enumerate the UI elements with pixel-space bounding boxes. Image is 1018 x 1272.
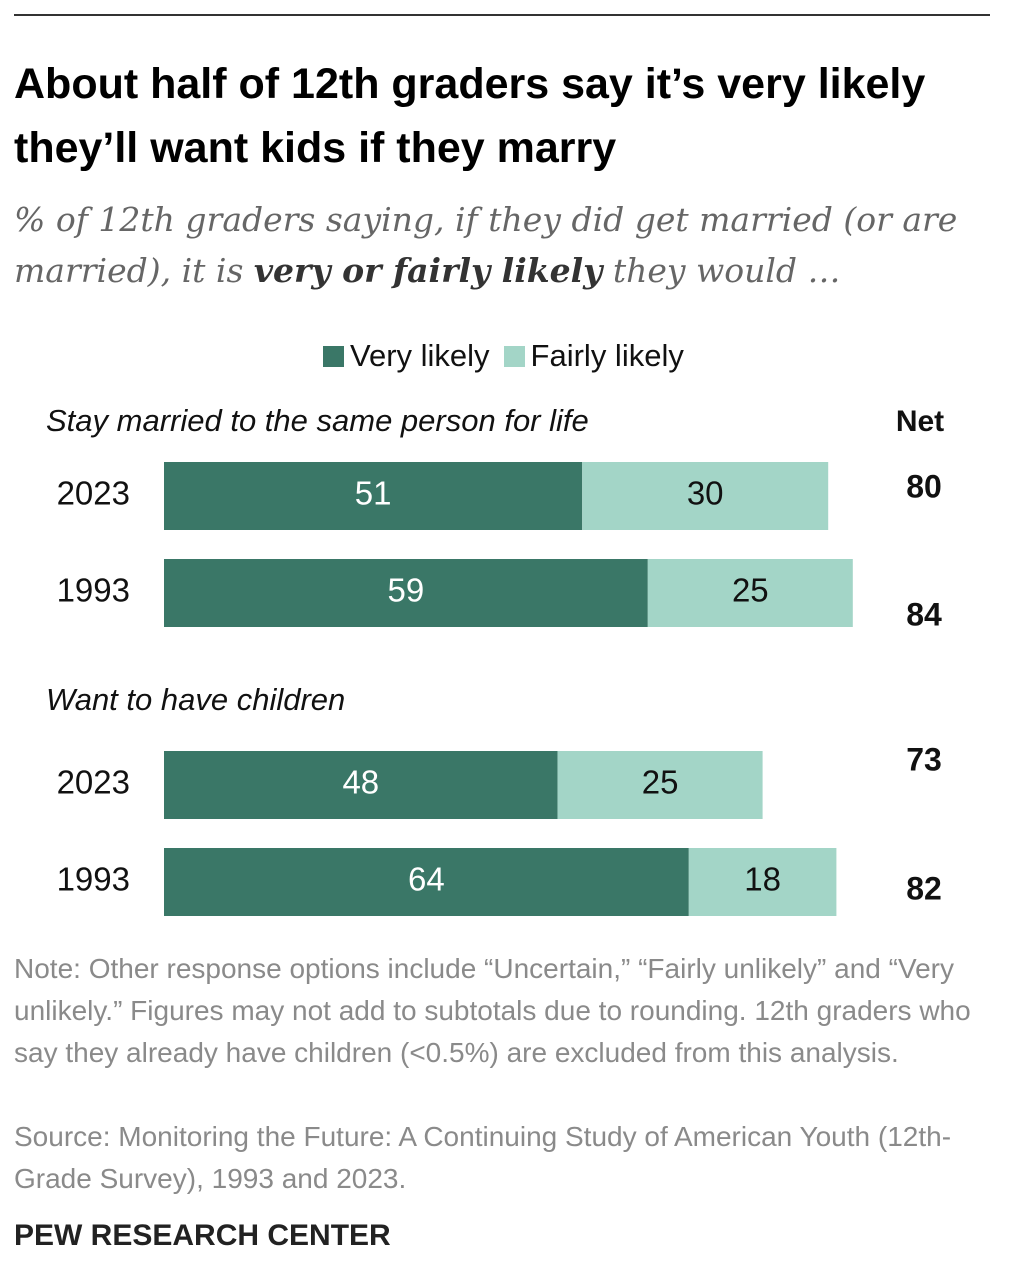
year-label: 2023 xyxy=(57,475,130,512)
year-label: 1993 xyxy=(57,861,130,898)
subtitle-text-end: they would … xyxy=(602,251,841,290)
chart-source: Source: Monitoring the Future: A Continu… xyxy=(14,1121,952,1194)
legend: Very likely Fairly likely xyxy=(323,338,698,374)
value-label-fairly: 25 xyxy=(642,764,679,801)
value-label-very: 64 xyxy=(408,861,445,898)
value-label-fairly: 30 xyxy=(687,475,724,512)
brand-logo-text: PEW RESEARCH CENTER xyxy=(14,1219,391,1252)
bar-fairly-likely xyxy=(557,751,763,819)
legend-swatch-fairly xyxy=(503,345,525,367)
chart-note: Note: Other response options include “Un… xyxy=(14,953,971,1068)
bar-fairly-likely xyxy=(688,848,837,916)
value-label-fairly: 25 xyxy=(732,572,769,609)
bar-very-likely xyxy=(164,751,558,819)
value-label-very: 59 xyxy=(388,572,425,609)
bar-fairly-likely xyxy=(582,462,829,530)
legend-label-fairly: Fairly likely xyxy=(530,338,684,373)
value-label-fairly: 18 xyxy=(744,861,781,898)
subtitle-text: % of 12th graders saying, if they did ge… xyxy=(14,200,958,290)
subtitle-emphasis: very or fairly likely xyxy=(253,251,603,290)
net-header: Net xyxy=(896,405,944,438)
bar-very-likely xyxy=(164,848,689,916)
bar-very-likely xyxy=(164,559,648,627)
net-value: 84 xyxy=(906,596,942,632)
legend-swatch-very xyxy=(323,345,344,367)
stacked-bar-chart: Net Stay married to the same person for l… xyxy=(46,403,944,916)
value-label-very: 51 xyxy=(355,475,392,512)
group-label: Want to have children xyxy=(46,682,345,717)
year-label: 2023 xyxy=(57,764,130,801)
bar-very-likely xyxy=(164,462,583,530)
legend-item-fairly: Fairly likely xyxy=(503,338,684,374)
net-value: 80 xyxy=(906,468,942,504)
legend-label-very: Very likely xyxy=(350,338,490,373)
chart-title: About half of 12th graders say it’s very… xyxy=(14,60,926,172)
legend-item-very: Very likely xyxy=(323,338,490,374)
top-rule xyxy=(14,14,990,16)
year-label: 1993 xyxy=(57,572,130,609)
net-value: 82 xyxy=(906,870,942,906)
value-label-very: 48 xyxy=(342,764,379,801)
group-label: Stay married to the same person for life xyxy=(46,403,589,438)
bar-fairly-likely xyxy=(647,559,853,627)
net-value: 73 xyxy=(906,741,942,777)
chart-subtitle: % of 12th graders saying, if they did ge… xyxy=(14,194,994,296)
